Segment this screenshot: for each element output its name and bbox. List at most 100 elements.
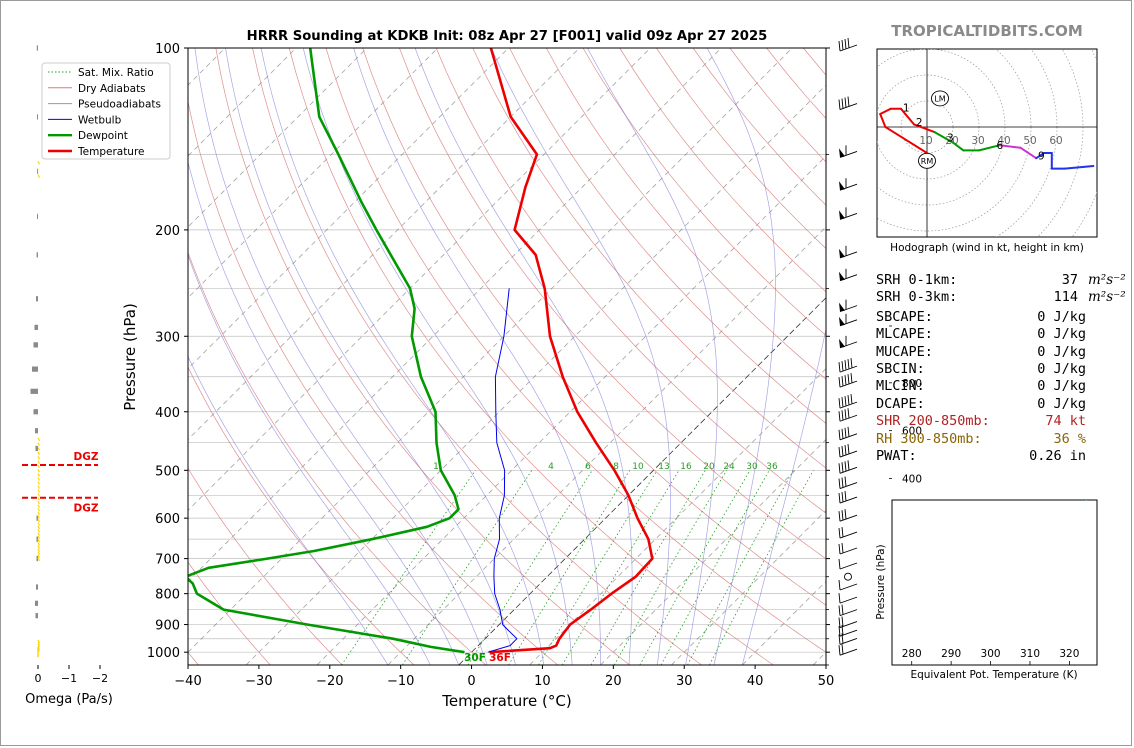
stat-row: SRH 0-3km: 114 m²s⁻²	[876, 289, 1126, 306]
barb-feather	[850, 394, 853, 405]
hodograph-height-label: 3	[947, 132, 954, 144]
hodograph: 10203040506012369LMRM	[876, 48, 1098, 238]
mixing-ratio-line	[613, 470, 727, 665]
omega-dgz-mark	[37, 481, 41, 485]
barb-feather	[850, 373, 853, 384]
pseudoadiabat-line	[741, 327, 826, 665]
wind-barb	[838, 444, 858, 458]
stat-value: 0 J/kg	[1037, 395, 1086, 412]
omega-dgz-mark	[37, 554, 41, 559]
legend-label: Sat. Mix. Ratio	[78, 67, 154, 79]
hodograph-ring-label: 50	[1023, 135, 1036, 147]
legend-label: Dewpoint	[78, 130, 128, 142]
dry-adiabat-line	[188, 99, 559, 665]
omega-dgz-mark	[37, 551, 41, 556]
pseudoadiabat-line	[706, 48, 776, 665]
barb-feather	[844, 396, 847, 407]
mixing-ratio-line	[660, 470, 770, 665]
theta-ylabel: Pressure (hPa)	[875, 544, 887, 619]
stat-label: SBCAPE:	[876, 308, 933, 325]
dry-adiabat-line	[362, 48, 826, 606]
omega-bar	[35, 428, 38, 434]
barb-feather	[838, 593, 841, 604]
omega-dgz-mark	[37, 639, 41, 644]
y-tick-label: 900	[155, 619, 180, 634]
barb-feather	[838, 528, 841, 539]
barb-feather	[838, 634, 841, 645]
mixing-ratio-line	[590, 470, 706, 665]
wind-barb	[838, 616, 858, 628]
barb-feather	[838, 493, 841, 504]
barb-feather	[838, 478, 841, 489]
omega-dgz-mark	[37, 451, 41, 456]
omega-bar	[36, 45, 38, 51]
wind-barb	[839, 145, 858, 158]
chart-title: HRRR Sounding at KDKB Init: 08z Apr 27 […	[247, 29, 768, 44]
mixing-ratio-line	[467, 470, 593, 665]
skewt-series	[188, 48, 654, 654]
mixing-ratio-line	[508, 470, 631, 665]
isotherm-line	[188, 48, 793, 653]
omega-dgz-mark	[37, 511, 41, 516]
wind-barb	[839, 245, 858, 259]
hodograph-height-label: 1	[903, 103, 910, 115]
omega-bar	[36, 515, 38, 521]
pseudoadiabat-line	[260, 48, 545, 665]
hodograph-trace-segment	[952, 141, 965, 152]
mixing-ratio-label: 20	[703, 462, 715, 472]
stat-row: MLCIN: 0 J/kg	[876, 378, 1116, 395]
mixing-ratio-line	[341, 470, 476, 665]
hodograph-ring-label: 60	[1049, 135, 1062, 147]
barb-feather	[838, 558, 841, 570]
omega-dgz-mark	[37, 542, 41, 546]
wind-barb	[839, 313, 858, 327]
storm-motion-label: RM	[921, 157, 934, 166]
barb-feather	[841, 98, 844, 109]
omega-dgz-mark	[37, 437, 41, 442]
wind-barb	[839, 178, 858, 191]
hodograph-height-label: 6	[996, 140, 1003, 152]
isotherm-line	[0, 48, 12, 665]
barb-feather	[841, 492, 844, 503]
stat-label: RH 300-850mb:	[876, 430, 982, 447]
skewt-background-lines	[0, 48, 826, 665]
barb-feather	[838, 579, 841, 591]
stat-value: 36 %	[1053, 430, 1086, 447]
theta-x-tick-label: 280	[902, 648, 922, 660]
y-tick-label: 200	[155, 224, 180, 239]
series-dewpoint-line	[188, 48, 465, 654]
mixing-ratio-label: 36	[766, 462, 778, 472]
wind-barb	[839, 299, 858, 313]
barb-feather	[838, 447, 841, 458]
isotherm-line	[188, 48, 722, 582]
pseudoadiabat-line	[414, 48, 633, 665]
isotherm-line	[245, 84, 826, 665]
barb-feather	[847, 374, 850, 385]
dry-adiabat-line	[215, 48, 630, 665]
dry-adiabat-line	[288, 48, 774, 665]
hodograph-trace-segment	[933, 131, 954, 144]
dgz-label: DGZ	[74, 503, 99, 515]
mixing-ratio-label: 16	[680, 462, 692, 472]
x-tick-label: −40	[174, 674, 201, 689]
mixing-ratio-line	[687, 470, 794, 665]
omega-bar	[36, 252, 38, 258]
hodograph-ring-label: 40	[997, 135, 1010, 147]
omega-dgz-mark	[37, 641, 41, 646]
barb-feather	[847, 395, 850, 406]
stat-row: DCAPE: 0 J/kg	[876, 396, 1116, 413]
barb-feather	[838, 543, 841, 555]
pseudoadiabat-line	[188, 160, 460, 665]
wind-barb	[838, 373, 858, 388]
storm-motion-marker	[918, 152, 936, 169]
theta-x-tick-label: 310	[1020, 648, 1040, 660]
omega-dgz-mark	[37, 548, 41, 552]
barb-staff	[839, 596, 858, 604]
hodograph-trace-segment	[879, 107, 892, 115]
barb-feather	[841, 410, 844, 421]
barb-feather	[841, 527, 844, 538]
stat-value: 0.26 in	[1029, 447, 1086, 464]
hodograph-plot: 10203040506012369LMRM	[877, 49, 1097, 237]
omega-dgz-mark	[37, 485, 41, 489]
